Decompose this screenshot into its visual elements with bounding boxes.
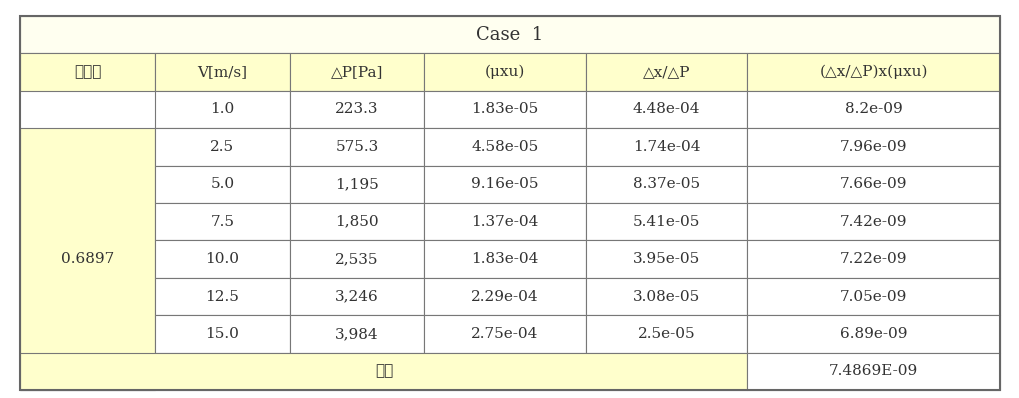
Bar [424,278,585,315]
Text: 7.05e-09: 7.05e-09 [839,289,906,304]
Text: 3.95e-05: 3.95e-05 [633,252,700,266]
Bar [424,315,585,353]
Text: 12.5: 12.5 [205,289,239,304]
Bar [747,128,999,166]
Bar [585,128,747,166]
Bar [585,240,747,278]
Bar [289,128,424,166]
Bar [585,91,747,128]
Bar [424,53,585,91]
Bar [585,166,747,203]
Text: (μxu): (μxu) [484,65,525,79]
Bar [155,240,289,278]
Text: 1.0: 1.0 [210,102,234,117]
Text: 7.96e-09: 7.96e-09 [839,140,906,154]
Text: 5.0: 5.0 [210,177,234,191]
Bar [747,353,999,390]
Bar [585,53,747,91]
Text: 0.6897: 0.6897 [61,252,114,266]
Bar [747,278,999,315]
Bar [155,53,289,91]
Bar [289,166,424,203]
Text: 1.83e-04: 1.83e-04 [471,252,538,266]
Text: 3,246: 3,246 [335,289,378,304]
Bar [747,315,999,353]
Bar [155,128,289,166]
Text: 8.37e-05: 8.37e-05 [633,177,700,191]
Bar [289,91,424,128]
Text: 3,984: 3,984 [335,327,378,341]
Text: Case  1: Case 1 [476,25,543,44]
Bar [155,166,289,203]
Text: 개공율: 개공율 [74,65,101,79]
Bar [155,278,289,315]
Text: 1,195: 1,195 [335,177,378,191]
Bar [155,315,289,353]
Text: 223.3: 223.3 [335,102,378,117]
Bar [424,128,585,166]
Text: 2.29e-04: 2.29e-04 [471,289,538,304]
Bar [424,166,585,203]
Bar [747,240,999,278]
Text: 7.42e-09: 7.42e-09 [839,215,906,229]
Text: 1.74e-04: 1.74e-04 [633,140,700,154]
Bar [20,353,747,390]
Text: (△x/△P)x(μxu): (△x/△P)x(μxu) [818,65,927,79]
Text: 15.0: 15.0 [205,327,239,341]
Text: 2,535: 2,535 [335,252,378,266]
Text: 평균: 평균 [374,364,392,378]
Text: 4.48e-04: 4.48e-04 [633,102,700,117]
Bar [289,53,424,91]
Text: 3.08e-05: 3.08e-05 [633,289,700,304]
Text: 7.4869E-09: 7.4869E-09 [828,364,917,378]
Bar [20,16,999,53]
Text: 9.16e-05: 9.16e-05 [471,177,538,191]
Text: 575.3: 575.3 [335,140,378,154]
Bar [155,91,289,128]
Bar [155,203,289,240]
Bar [424,240,585,278]
Bar [747,53,999,91]
Bar [289,278,424,315]
Bar [289,240,424,278]
Bar [289,203,424,240]
Text: 2.75e-04: 2.75e-04 [471,327,538,341]
Text: 6.89e-09: 6.89e-09 [839,327,906,341]
Text: 8.2e-09: 8.2e-09 [844,102,902,117]
Text: V[m/s]: V[m/s] [197,65,248,79]
Text: △x/△P: △x/△P [642,65,690,79]
Bar [20,53,155,91]
Text: 5.41e-05: 5.41e-05 [633,215,700,229]
Text: 1.37e-04: 1.37e-04 [471,215,538,229]
Bar [747,203,999,240]
Bar [424,203,585,240]
Bar [585,278,747,315]
Text: 2.5e-05: 2.5e-05 [637,327,695,341]
Bar [424,91,585,128]
Bar [585,203,747,240]
Bar [747,166,999,203]
Text: 2.5: 2.5 [210,140,234,154]
Text: 7.22e-09: 7.22e-09 [839,252,906,266]
Bar [585,315,747,353]
Bar [20,128,155,390]
Text: 1,850: 1,850 [335,215,378,229]
Bar [289,315,424,353]
Bar [747,91,999,128]
Text: 7.66e-09: 7.66e-09 [839,177,906,191]
Text: 10.0: 10.0 [205,252,239,266]
Text: 7.5: 7.5 [210,215,234,229]
Text: △P[Pa]: △P[Pa] [330,65,383,79]
Text: 1.83e-05: 1.83e-05 [471,102,538,117]
Text: 4.58e-05: 4.58e-05 [471,140,538,154]
